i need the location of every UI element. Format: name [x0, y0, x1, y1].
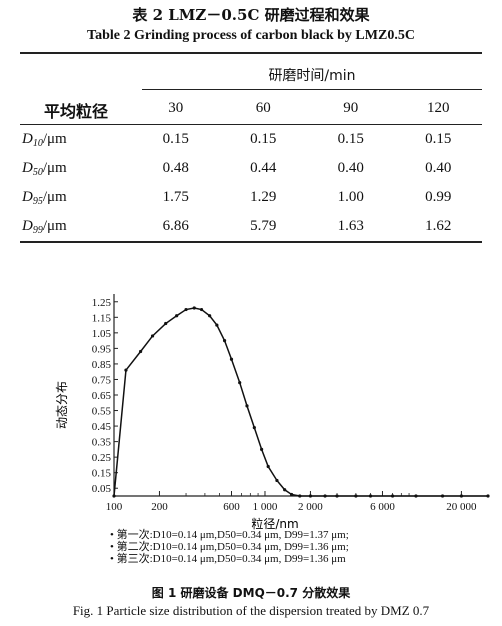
- table-cell: 0.40: [337, 160, 364, 176]
- y-tick-label: 0.05: [92, 483, 112, 495]
- y-tick-label: 0.25: [92, 452, 112, 464]
- data-point: [323, 494, 327, 498]
- row-label: D10/μm: [22, 130, 67, 149]
- data-point: [229, 357, 234, 361]
- x-axis-label: 粒径/nm: [251, 516, 298, 531]
- time-col-30: 30: [132, 92, 220, 125]
- table-cell: 0.48: [162, 160, 189, 176]
- figure-caption-en: Fig. 1 Particle size distribution of the…: [72, 603, 430, 618]
- table-cell: 0.40: [425, 160, 452, 176]
- x-tick-label: 6 000: [370, 501, 395, 513]
- data-point: [138, 349, 143, 354]
- table-cell: 0.15: [162, 131, 189, 147]
- table-cell: 0.15: [337, 131, 364, 147]
- data-point: [175, 314, 179, 318]
- data-point: [245, 404, 249, 408]
- x-tick-label: 20 000: [446, 501, 477, 513]
- legend-entry: • 第三次:D10=0.14 μm,D50=0.34 μm, D99=1.36 …: [110, 553, 346, 565]
- y-tick-label: 0.55: [92, 406, 112, 418]
- row-label: D50/μm: [22, 159, 67, 178]
- distribution-line: [113, 307, 488, 497]
- data-point: [164, 321, 168, 326]
- data-point: [150, 334, 155, 338]
- y-tick-label: 0.85: [92, 359, 112, 371]
- row-label: D99/μm: [20, 212, 132, 243]
- table-cell: 1.75: [162, 189, 189, 205]
- data-point: [390, 494, 395, 498]
- data-point: [308, 494, 313, 498]
- data-point: [112, 494, 116, 498]
- table-row: D99/μm 6.86 5.79 1.63 1.62: [20, 212, 482, 243]
- table-row: D95/μm 1.75 1.29 1.00 0.99: [20, 183, 482, 212]
- table-cell: 0.15: [425, 131, 452, 147]
- table-caption-en: Table 2 Grinding process of carbon black…: [87, 28, 415, 43]
- y-axis-label: 动态分布: [55, 381, 69, 429]
- y-tick-label: 0.65: [92, 390, 112, 402]
- data-point: [335, 494, 339, 498]
- grinding-table: 平均粒径 研磨时间/min 30 60 90 120 D10/μm 0.15 0…: [20, 52, 482, 243]
- y-tick-label: 0.95: [92, 343, 112, 355]
- x-tick-label: 100: [106, 501, 123, 513]
- y-tick-label: 1.25: [92, 297, 112, 309]
- data-point: [459, 494, 464, 498]
- y-tick-label: 0.45: [92, 421, 112, 433]
- table-caption-cn: 表 2 LMZ－0.5C 研磨过程和效果: [132, 6, 370, 24]
- data-point: [283, 488, 287, 492]
- time-col-90: 90: [307, 92, 395, 125]
- data-point: [208, 314, 212, 318]
- table-row: D10/μm 0.15 0.15 0.15 0.15: [20, 125, 482, 155]
- data-point: [199, 307, 204, 312]
- table-cell: 0.99: [425, 189, 452, 205]
- data-point: [266, 464, 270, 469]
- data-point: [124, 368, 128, 372]
- table-cell: 0.15: [250, 131, 277, 147]
- data-point: [354, 494, 358, 498]
- y-tick-label: 1.15: [92, 312, 112, 324]
- plot-area: 0.05 0.15 0.25 0.35 0.45 0.55 0.65 0.75 0.85 0.95…: [92, 294, 490, 513]
- table-cell: 6.86: [132, 212, 220, 243]
- table-cell: 1.00: [337, 189, 364, 205]
- data-point: [414, 494, 418, 498]
- table-cell: 1.29: [250, 189, 277, 205]
- data-point: [222, 339, 227, 343]
- data-point: [184, 307, 188, 312]
- y-tick-label: 0.15: [92, 468, 112, 480]
- y-tick-label: 0.75: [92, 374, 112, 386]
- table-cell: 1.62: [394, 212, 482, 243]
- table-row: D50/μm 0.48 0.44 0.40 0.40: [20, 154, 482, 183]
- data-point: [215, 323, 219, 327]
- time-header: 研磨时间/min: [132, 52, 482, 92]
- data-point: [238, 380, 242, 385]
- data-point: [440, 494, 445, 498]
- time-col-60: 60: [219, 92, 307, 125]
- table-cell: 5.79: [219, 212, 307, 243]
- row-header: 平均粒径: [20, 52, 132, 125]
- chart-legend: • 第一次:D10=0.14 μm,D50=0.34 μm, D99=1.37 …: [110, 529, 349, 565]
- legend-entry: • 第二次:D10=0.14 μm,D50=0.34 μm, D99=1.36 …: [110, 541, 349, 553]
- data-point: [289, 492, 294, 497]
- x-tick-label: 1 000: [253, 501, 278, 513]
- x-tick-label: 200: [151, 501, 168, 513]
- y-tick-label: 0.35: [92, 437, 112, 449]
- data-point: [252, 426, 256, 430]
- data-point: [298, 494, 302, 498]
- data-point: [368, 494, 373, 498]
- distribution-chart: 0.05 0.15 0.25 0.35 0.45 0.55 0.65 0.75 0.85 0.95…: [55, 294, 490, 531]
- data-point: [192, 306, 196, 310]
- row-label: D95/μm: [22, 188, 67, 207]
- x-tick-label: 600: [223, 501, 240, 513]
- table-cell: 0.44: [250, 160, 277, 176]
- x-tick-label: 2 000: [298, 501, 323, 513]
- y-tick-label: 1.05: [92, 328, 112, 340]
- table-cell: 1.63: [307, 212, 395, 243]
- data-point: [260, 447, 264, 451]
- legend-entry: • 第一次:D10=0.14 μm,D50=0.34 μm, D99=1.37 …: [110, 529, 349, 541]
- data-point: [486, 494, 490, 498]
- time-col-120: 120: [394, 92, 482, 125]
- data-point: [275, 478, 279, 483]
- figure-caption-cn: 图 1 研磨设备 DMQ－0.7 分散效果: [151, 586, 351, 600]
